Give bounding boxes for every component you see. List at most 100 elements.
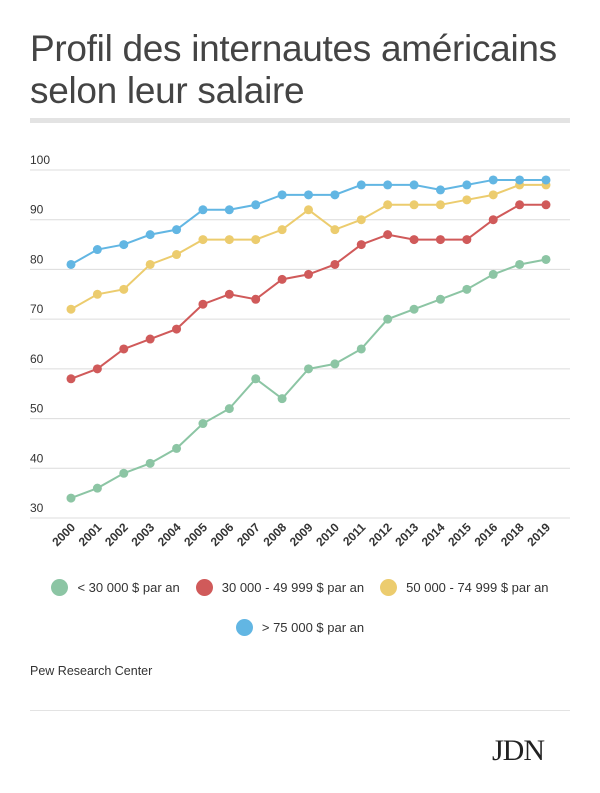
x-tick-label: 2003: [129, 520, 158, 549]
x-tick-label: 2005: [181, 520, 210, 549]
data-point: [119, 468, 129, 478]
y-tick-label: 30: [30, 501, 44, 515]
data-point: [488, 175, 498, 185]
legend-swatch: [235, 618, 253, 636]
data-point: [356, 344, 366, 354]
x-tick-label: 2009: [287, 520, 316, 549]
data-point: [251, 200, 261, 210]
data-point: [330, 359, 340, 369]
x-tick-label: 2011: [340, 520, 369, 549]
data-point: [488, 215, 498, 225]
data-point: [515, 200, 525, 210]
data-point: [66, 259, 76, 269]
legend: < 30 000 $ par an 30 000 - 49 999 $ par a…: [30, 576, 570, 638]
data-point: [172, 324, 182, 334]
x-tick-label: 2012: [366, 520, 395, 549]
data-point: [304, 364, 313, 374]
y-tick-label: 50: [30, 402, 44, 416]
data-point: [383, 180, 393, 190]
data-point: [66, 493, 76, 503]
legend-label: 50 000 - 74 999 $ par an: [406, 579, 549, 595]
data-point: [462, 284, 472, 294]
x-tick-label: 2006: [208, 520, 237, 549]
chart-title: Profil des internautes américains selon …: [30, 28, 557, 111]
x-tick-label: 2013: [392, 520, 421, 549]
data-point: [541, 175, 551, 185]
data-point: [383, 200, 393, 210]
data-point: [435, 294, 445, 304]
data-point: [277, 274, 287, 284]
y-axis-ticks: 30 40 50 60 70 80 90 100: [30, 153, 50, 515]
data-point: [224, 235, 234, 245]
data-point: [462, 235, 472, 245]
data-point: [435, 235, 445, 245]
footer-divider: [30, 710, 570, 711]
data-point: [224, 404, 234, 414]
data-point: [541, 200, 551, 210]
data-point: [92, 483, 102, 493]
data-point: [145, 259, 155, 269]
data-point: [172, 225, 182, 235]
data-point: [356, 240, 366, 250]
x-tick-label: 2018: [498, 520, 527, 549]
data-point: [198, 299, 208, 309]
data-point: [409, 235, 419, 245]
y-tick-label: 90: [30, 203, 44, 217]
legend-label: < 30 000 $ par an: [77, 579, 180, 595]
legend-item: 50 000 - 74 999 $ par an: [380, 576, 549, 598]
legend-item: 30 000 - 49 999 $ par an: [195, 576, 364, 598]
legend-swatch: [51, 578, 69, 596]
data-point: [145, 334, 155, 344]
data-point: [119, 344, 129, 354]
data-point: [541, 254, 551, 264]
series-line-2: [70, 183, 546, 311]
data-point: [462, 195, 472, 205]
data-point: [119, 240, 129, 250]
data-point: [515, 259, 525, 269]
data-point: [383, 230, 393, 240]
y-tick-label: 40: [30, 451, 44, 465]
data-point: [462, 180, 472, 190]
data-point: [304, 205, 313, 215]
data-point: [356, 215, 366, 225]
data-point: [145, 230, 155, 240]
data-point: [488, 269, 498, 279]
source-label: Pew Research Center: [30, 664, 153, 678]
data-point: [304, 190, 313, 200]
data-point: [251, 374, 261, 384]
data-point: [409, 200, 419, 210]
data-point: [277, 190, 287, 200]
data-point: [198, 235, 208, 245]
legend-item: > 75 000 $ par an: [235, 616, 365, 638]
data-point: [198, 419, 208, 429]
x-tick-label: 2016: [472, 520, 501, 549]
data-point: [435, 185, 445, 195]
data-point: [92, 364, 102, 374]
data-point: [277, 225, 287, 235]
x-tick-label: 2007: [234, 520, 263, 549]
data-point: [330, 190, 340, 200]
data-point: [251, 294, 261, 304]
x-tick-label: 2004: [155, 520, 184, 549]
data-point: [224, 205, 234, 215]
x-tick-label: 2002: [102, 520, 131, 549]
x-tick-label: 2014: [419, 520, 448, 549]
series-lines: [66, 175, 551, 503]
x-tick-label: 2019: [524, 520, 553, 549]
data-point: [66, 374, 76, 384]
gridlines: [30, 169, 570, 519]
data-point: [66, 304, 76, 314]
legend-label: > 75 000 $ par an: [261, 619, 365, 635]
series-line-0: [70, 258, 547, 500]
data-point: [435, 200, 445, 210]
data-point: [198, 205, 208, 215]
data-point: [251, 235, 261, 245]
jdn-logo: JDN: [492, 734, 545, 767]
y-tick-label: 70: [30, 302, 44, 316]
x-tick-label: 2015: [445, 520, 474, 549]
data-point: [304, 269, 313, 279]
legend-swatch: [380, 578, 398, 596]
data-point: [145, 458, 155, 468]
data-point: [277, 394, 287, 404]
